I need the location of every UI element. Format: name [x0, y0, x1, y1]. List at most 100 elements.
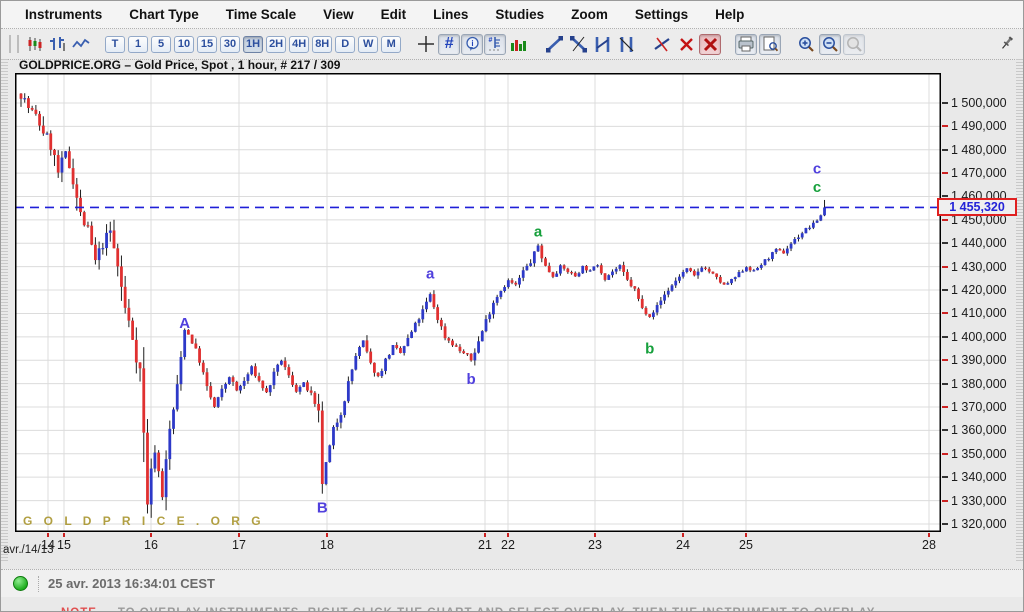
print-preview-icon[interactable] — [759, 33, 782, 55]
timescale-button-w[interactable]: W — [358, 35, 379, 53]
y-axis-label: 1 480,000 — [951, 142, 1007, 157]
y-axis-tick — [942, 429, 948, 432]
menu-studies[interactable]: Studies — [495, 7, 545, 22]
y-axis-tick — [942, 265, 948, 268]
draw-segment-icon[interactable] — [591, 34, 613, 55]
y-axis-label: 1 360,000 — [951, 423, 1007, 438]
timescale-button-t[interactable]: T — [105, 35, 125, 53]
menu-instruments[interactable]: Instruments — [25, 7, 103, 22]
zoom-out-icon[interactable] — [819, 33, 842, 55]
timescale-button-15[interactable]: 15 — [197, 35, 217, 53]
chart-watermark: G O L D P R I C E . O R G — [23, 514, 265, 528]
crosshair-icon[interactable] — [415, 34, 437, 55]
menu-zoom[interactable]: Zoom — [571, 7, 608, 22]
x-axis-tick — [745, 533, 747, 537]
y-axis-label: 1 400,000 — [951, 329, 1007, 344]
x-axis-tick — [326, 533, 328, 537]
menu-lines[interactable]: Lines — [433, 7, 469, 22]
delete-icon[interactable] — [675, 34, 697, 55]
y-axis-tick — [942, 101, 948, 104]
draw-trendline-icon[interactable] — [543, 34, 565, 55]
x-axis-tick — [238, 533, 240, 537]
y-axis-label: 1 420,000 — [951, 283, 1007, 298]
candlestick-chart-icon[interactable] — [25, 34, 45, 54]
menu-time-scale[interactable]: Time Scale — [225, 7, 297, 22]
timescale-button-5[interactable]: 5 — [151, 35, 171, 53]
svg-text:a: a — [534, 224, 543, 241]
current-price-badge: 1 455,320 — [937, 198, 1017, 217]
draw-ray-icon[interactable] — [615, 34, 637, 55]
timescale-button-m[interactable]: M — [381, 35, 402, 53]
svg-text:#: # — [488, 37, 492, 44]
draw-extended-line-icon[interactable] — [567, 34, 589, 55]
price-scale-icon[interactable]: # — [484, 33, 507, 55]
footer-note-text: — TO OVERLAY INSTRUMENTS, RIGHT-CLICK TH… — [101, 607, 875, 611]
print-icon[interactable] — [735, 33, 758, 55]
y-axis-tick — [942, 499, 948, 502]
timescale-button-8h[interactable]: 8H — [312, 35, 333, 53]
x-axis-label: 28 — [922, 538, 936, 552]
date-origin-label: avr./14/13 — [3, 544, 54, 556]
timescale-button-d[interactable]: D — [335, 35, 356, 53]
y-axis-tick — [942, 382, 948, 385]
line-chart-icon[interactable] — [71, 34, 91, 54]
menu-view[interactable]: View — [323, 7, 354, 22]
y-axis-tick — [942, 218, 948, 221]
menu-bar: Instruments Chart Type Time Scale View Edit L… — [1, 1, 1023, 29]
x-axis-label: 23 — [588, 538, 602, 552]
y-axis-label: 1 410,000 — [951, 306, 1007, 321]
x-axis-label: 21 — [478, 538, 492, 552]
chart-title: GOLDPRICE.ORG – Gold Price, Spot , 1 hou… — [19, 58, 341, 72]
menu-edit[interactable]: Edit — [380, 7, 407, 22]
menu-help[interactable]: Help — [715, 7, 745, 22]
y-axis-tick — [942, 522, 948, 525]
y-axis-label: 1 320,000 — [951, 516, 1007, 531]
timescale-button-10[interactable]: 10 — [174, 35, 194, 53]
y-axis-tick — [942, 476, 948, 479]
delete-all-icon[interactable] — [699, 33, 722, 55]
footer-note-label: NOTE — [61, 607, 97, 611]
toolbar-drag-handle[interactable] — [9, 35, 19, 53]
timescale-button-30[interactable]: 30 — [220, 35, 240, 53]
toolbar: T 1 5 10 15 30 1H 2H 4H 8H D W M # i — [1, 29, 1023, 60]
timescale-button-4h[interactable]: 4H — [289, 35, 310, 53]
y-axis-label: 1 380,000 — [951, 376, 1007, 391]
y-axis-label: 1 350,000 — [951, 446, 1007, 461]
x-axis-label: 18 — [320, 538, 334, 552]
volume-icon[interactable] — [507, 34, 529, 55]
timescale-button-2h[interactable]: 2H — [266, 35, 287, 53]
timescale-button-1h[interactable]: 1H — [243, 35, 264, 53]
erase-line-icon[interactable] — [651, 34, 673, 55]
x-axis-tick — [484, 533, 486, 537]
status-separator — [38, 575, 40, 592]
x-axis-label: 14 — [41, 538, 55, 552]
svg-text:B: B — [317, 500, 328, 517]
y-axis-tick — [942, 242, 948, 245]
x-axis-tick — [928, 533, 930, 537]
svg-text:c: c — [813, 179, 821, 196]
y-axis-label: 1 490,000 — [951, 119, 1007, 134]
y-axis-label: 1 340,000 — [951, 470, 1007, 485]
menu-settings[interactable]: Settings — [634, 7, 689, 22]
menu-chart-type[interactable]: Chart Type — [129, 7, 199, 22]
y-axis-tick — [942, 289, 948, 292]
x-axis-label: 24 — [676, 538, 690, 552]
y-axis-tick — [942, 172, 948, 175]
x-axis-tick — [63, 533, 65, 537]
x-axis-label: 16 — [144, 538, 158, 552]
y-axis-tick — [942, 359, 948, 362]
timescale-button-group: T 1 5 10 15 30 1H 2H 4H 8H D W M — [105, 35, 402, 53]
x-axis-label: 25 — [739, 538, 753, 552]
y-axis-tick — [942, 335, 948, 338]
x-axis-label: 15 — [57, 538, 71, 552]
bar-chart-icon[interactable] — [48, 34, 68, 54]
timescale-button-1[interactable]: 1 — [128, 35, 148, 53]
y-axis-tick — [942, 125, 948, 128]
info-bubble-icon[interactable]: i — [461, 33, 484, 55]
grid-toggle-icon[interactable]: # — [438, 33, 461, 55]
zoom-reset-icon[interactable] — [843, 33, 866, 55]
pin-icon[interactable] — [999, 35, 1015, 56]
zoom-in-icon[interactable] — [795, 34, 817, 55]
x-axis-tick — [47, 533, 49, 537]
